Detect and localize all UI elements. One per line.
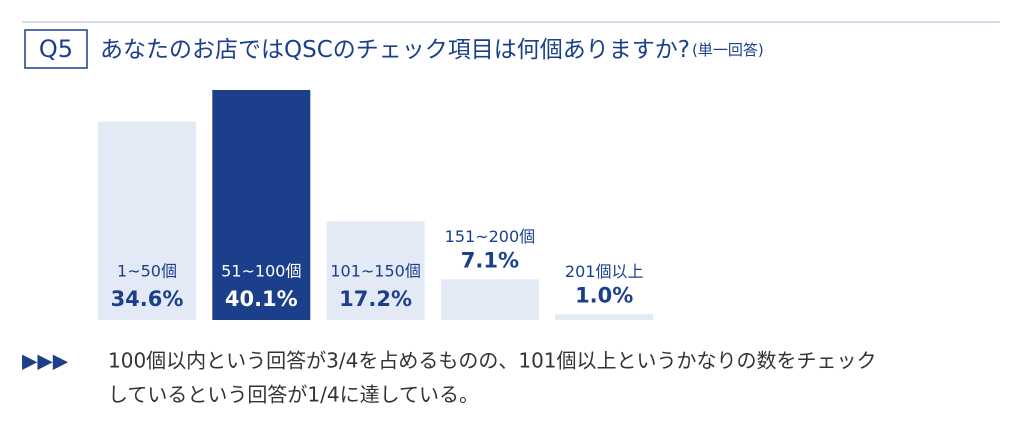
category-label: 101~150個	[330, 262, 421, 281]
category-label: 201個以上	[565, 262, 644, 281]
question-label: Q5	[39, 35, 73, 63]
value-label: 17.2%	[339, 287, 412, 311]
category-label: 151~200個	[445, 227, 536, 246]
bar	[555, 314, 654, 320]
bar	[326, 221, 425, 320]
value-label: 7.1%	[461, 248, 519, 272]
note-line: 100個以内という回答が3/4を占めるものの、101個以上というかなりの数をチェ…	[108, 349, 877, 373]
value-label: 1.0%	[575, 283, 633, 307]
bar	[98, 121, 196, 320]
value-label: 34.6%	[111, 287, 184, 311]
subtitle: (単一回答)	[692, 41, 764, 59]
note-marker: ▶▶▶	[22, 349, 69, 373]
chart-title: あなたのお店ではQSCのチェック項目は何個ありますか? (単一回答)	[100, 37, 764, 63]
bar	[212, 90, 311, 320]
category-label: 51~100個	[221, 262, 301, 281]
note-line: しているという回答が1/4に達している。	[108, 383, 479, 407]
category-label: 1~50個	[117, 262, 177, 281]
bar	[440, 279, 539, 320]
question-box	[24, 29, 88, 69]
value-label: 40.1%	[225, 287, 298, 311]
title: あなたのお店ではQSCのチェック項目は何個ありますか?	[100, 37, 690, 63]
